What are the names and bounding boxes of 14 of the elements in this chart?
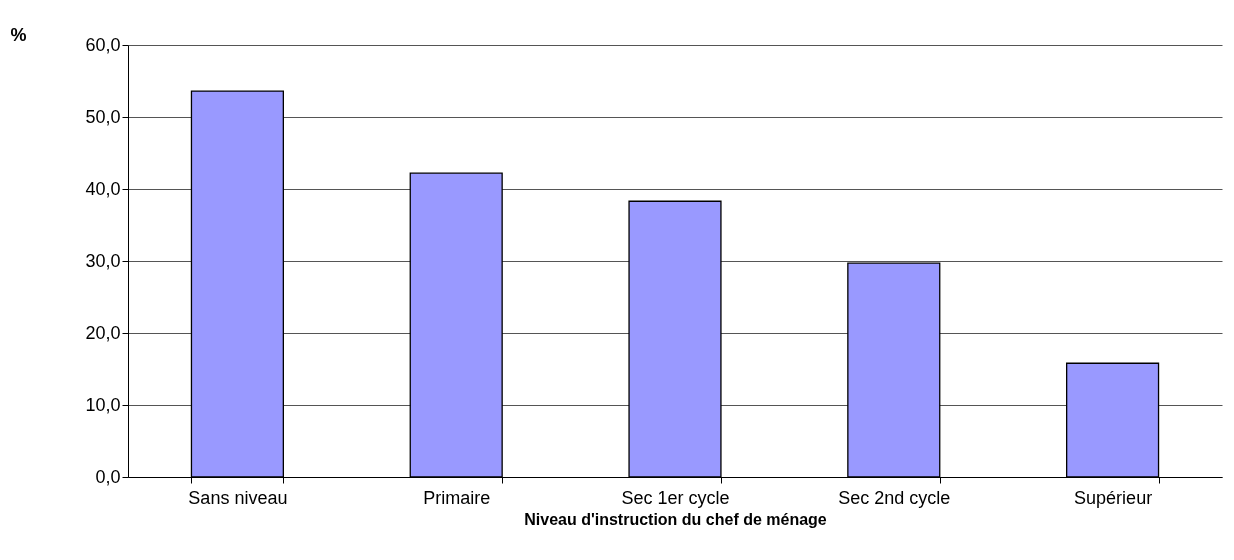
y-tick-label: 30,0 <box>85 250 121 271</box>
y-tick-label: 50,0 <box>85 106 121 127</box>
x-tick-label: Sec 1er cycle <box>621 487 730 508</box>
x-tick-label: Sec 2nd cycle <box>838 487 951 508</box>
y-tick-label: 0,0 <box>95 466 121 487</box>
y-tick-label: 20,0 <box>85 322 121 343</box>
y-axis-title: % <box>10 24 27 45</box>
x-axis-title: Niveau d'instruction du chef de ménage <box>524 510 827 528</box>
x-tick-label: Primaire <box>423 487 491 508</box>
y-tick-label: 10,0 <box>85 394 121 415</box>
y-tick-label: 60,0 <box>85 34 121 55</box>
y-tick-label: 40,0 <box>85 178 121 199</box>
x-tick-label: Sans niveau <box>188 487 288 508</box>
x-tick-label: Supérieur <box>1074 487 1153 508</box>
